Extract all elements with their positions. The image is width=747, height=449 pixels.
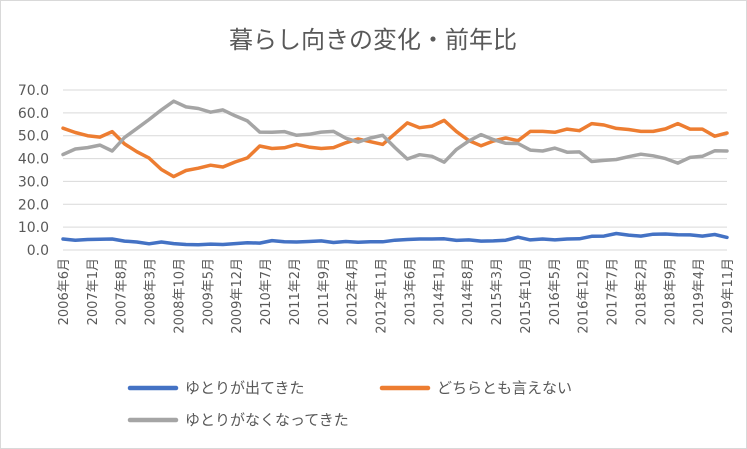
chart-title: 暮らし向きの変化・前年比 <box>229 26 517 54</box>
x-tick-label: 2018年2月 <box>634 258 649 325</box>
y-tick-label: 10.0 <box>18 220 49 236</box>
x-tick-label: 2014年1月 <box>432 258 447 325</box>
x-tick-label: 2011年2月 <box>288 258 303 325</box>
x-tick-label: 2019年11月 <box>721 258 736 334</box>
x-tick-label: 2013年6月 <box>403 258 418 325</box>
x-tick-label: 2014年8月 <box>461 258 476 325</box>
x-tick-label: 2018年9月 <box>663 258 678 325</box>
legend-label-neither: どちらとも言えない <box>437 379 572 397</box>
x-tick-label: 2012年11月 <box>375 258 390 334</box>
legend-label-yutori-decreased: ゆとりがなくなってきた <box>185 411 349 429</box>
x-tick-label: 2016年5月 <box>548 258 563 325</box>
x-tick-label: 2016年12月 <box>577 258 592 334</box>
x-tick-label: 2006年6月 <box>57 258 72 325</box>
x-tick-label: 2010年7月 <box>259 258 274 325</box>
series-lines <box>61 99 729 247</box>
x-tick-label: 2015年10月 <box>519 258 534 334</box>
x-tick-label: 2007年8月 <box>115 258 130 325</box>
x-tick-label: 2017年7月 <box>606 258 621 325</box>
x-tick-label: 2011年9月 <box>317 258 332 325</box>
y-tick-label: 30.0 <box>18 174 49 190</box>
x-tick-label: 2019年4月 <box>692 258 707 325</box>
x-tick-label: 2015年3月 <box>490 258 505 325</box>
legend: ゆとりが出てきた どちらとも言えない ゆとりがなくなってきた <box>127 379 572 429</box>
x-tick-label: 2008年10月 <box>172 258 187 334</box>
x-tick-label: 2009年12月 <box>230 258 245 334</box>
y-tick-label: 60.0 <box>18 106 49 122</box>
y-tick-label: 0.0 <box>27 243 49 259</box>
legend-label-yutori-increased: ゆとりが出てきた <box>185 379 305 397</box>
y-axis-tick-labels: 0.0 10.0 20.0 30.0 40.0 50.0 60.0 70.0 <box>18 83 49 259</box>
y-tick-label: 40.0 <box>18 152 49 168</box>
y-tick-label: 70.0 <box>18 83 49 99</box>
series-line-0 <box>61 231 729 247</box>
series-line-1 <box>61 118 729 179</box>
x-tick-label: 2008年3月 <box>144 258 159 325</box>
y-tick-label: 50.0 <box>18 129 49 145</box>
x-axis-tick-labels: 2006年6月 2007年1月 2007年8月 2008年3月 2008年10月 2009… <box>57 258 736 334</box>
x-tick-label: 2007年1月 <box>86 258 101 325</box>
y-tick-label: 20.0 <box>18 197 49 213</box>
x-tick-label: 2012年4月 <box>346 258 361 325</box>
series-line-2 <box>61 99 729 165</box>
x-tick-label: 2009年5月 <box>201 258 216 325</box>
